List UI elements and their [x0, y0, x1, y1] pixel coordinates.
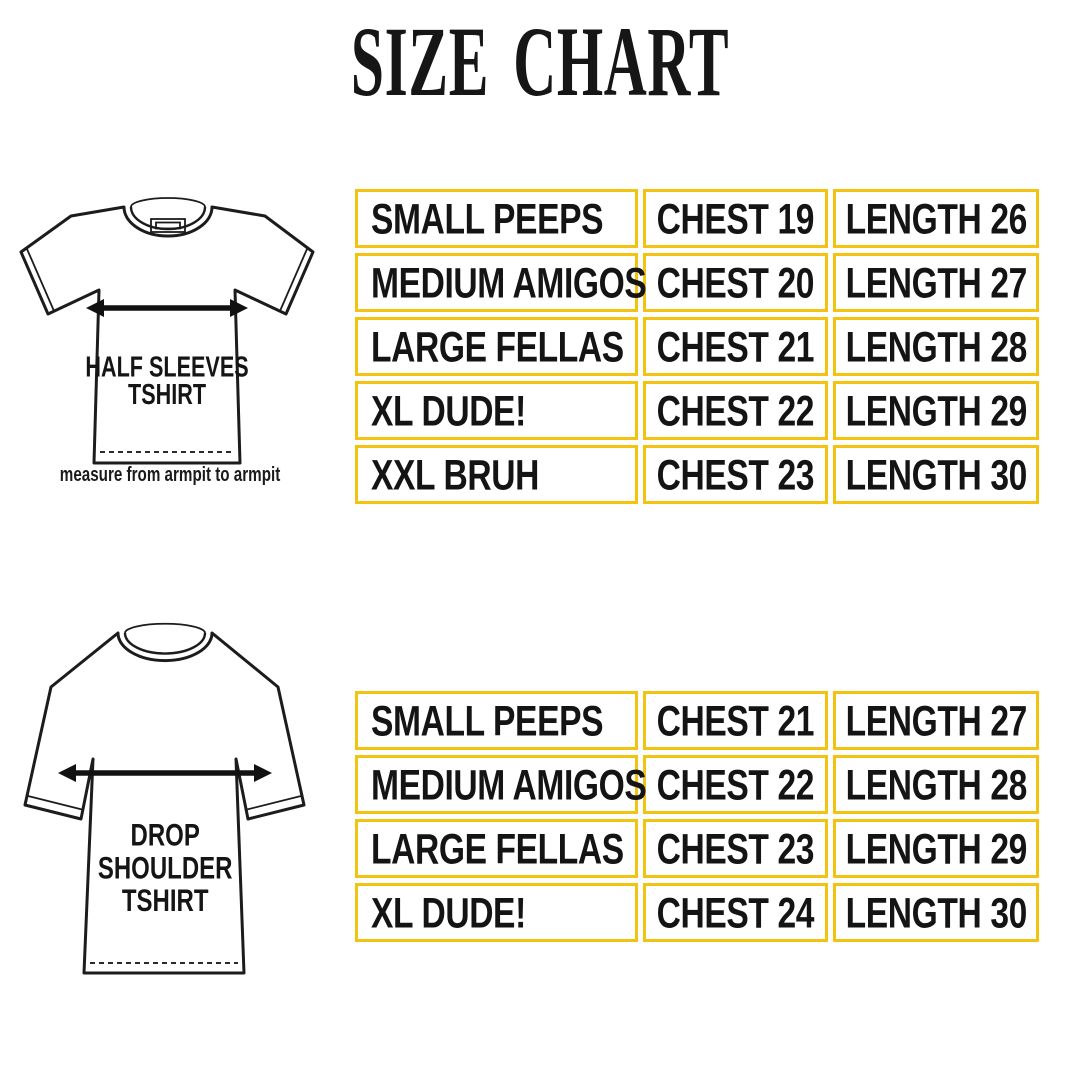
- size-cell: MEDIUM AMIGOS: [371, 760, 647, 808]
- size-cell: XL DUDE!: [371, 386, 526, 434]
- drop-shoulder-shirt-label: DROP SHOULDER TSHIRT: [97, 817, 233, 919]
- table-row: MEDIUM AMIGOS CHEST 20 LENGTH 27: [355, 253, 1039, 312]
- page-title: SIZE CHART: [350, 5, 730, 118]
- tshirt-body-outline: [19, 205, 315, 465]
- chest-cell: CHEST 24: [657, 888, 815, 936]
- size-cell: LARGE FELLAS: [371, 824, 624, 872]
- table-row: LARGE FELLAS CHEST 23 LENGTH 29: [355, 819, 1039, 878]
- tshirt-body-outline: [23, 631, 306, 975]
- size-cell: XL DUDE!: [371, 888, 526, 936]
- table-row: MEDIUM AMIGOS CHEST 22 LENGTH 28: [355, 755, 1039, 814]
- left-cuff-rib-line: [26, 248, 55, 312]
- left-cuff-rib-line: [27, 795, 85, 811]
- length-cell: LENGTH 27: [845, 696, 1028, 744]
- table-row: XL DUDE! CHEST 24 LENGTH 30: [355, 883, 1039, 942]
- collar-back-line: [124, 622, 206, 634]
- chest-cell: CHEST 23: [657, 824, 815, 872]
- collar-back-line: [130, 197, 206, 208]
- length-cell: LENGTH 26: [845, 194, 1028, 242]
- collar-inner-line: [123, 632, 207, 655]
- chest-measure-arrow-icon: [86, 299, 248, 317]
- table-row: SMALL PEEPS CHEST 21 LENGTH 27: [355, 691, 1039, 750]
- table-row: XXL BRUH CHEST 23 LENGTH 30: [355, 445, 1039, 504]
- length-cell: LENGTH 30: [845, 450, 1028, 498]
- chest-cell: CHEST 23: [657, 450, 815, 498]
- table-row: XL DUDE! CHEST 22 LENGTH 29: [355, 381, 1039, 440]
- chest-measure-arrow-icon: [58, 764, 272, 782]
- length-cell: LENGTH 28: [845, 322, 1028, 370]
- size-cell: SMALL PEEPS: [371, 194, 604, 242]
- neck-label-tag-inner: [155, 221, 181, 230]
- right-cuff-rib-line: [244, 795, 302, 811]
- table-row: SMALL PEEPS CHEST 19 LENGTH 26: [355, 189, 1039, 248]
- measure-caption: measure from armpit to armpit: [59, 464, 281, 486]
- drop-shoulder-size-table: SMALL PEEPS CHEST 21 LENGTH 27 MEDIUM AM…: [350, 686, 1044, 947]
- table-row: LARGE FELLAS CHEST 21 LENGTH 28: [355, 317, 1039, 376]
- drop-shoulder-tshirt-illustration: [23, 622, 306, 975]
- length-cell: LENGTH 30: [845, 888, 1028, 936]
- neck-label-tag: [150, 218, 186, 233]
- size-cell: MEDIUM AMIGOS: [371, 258, 647, 306]
- page-title-wrap: SIZE CHART: [0, 11, 1080, 111]
- length-cell: LENGTH 27: [845, 258, 1028, 306]
- length-cell: LENGTH 29: [845, 386, 1028, 434]
- size-cell: LARGE FELLAS: [371, 322, 624, 370]
- size-cell: XXL BRUH: [371, 450, 539, 498]
- chest-cell: CHEST 21: [657, 696, 815, 744]
- chest-cell: CHEST 21: [657, 322, 815, 370]
- chest-cell: CHEST 22: [657, 760, 815, 808]
- length-cell: LENGTH 28: [845, 760, 1028, 808]
- length-cell: LENGTH 29: [845, 824, 1028, 872]
- collar-inner-line: [129, 206, 207, 231]
- right-cuff-rib-line: [279, 248, 308, 312]
- half-sleeves-tshirt-illustration: [19, 197, 315, 465]
- half-sleeves-size-table: SMALL PEEPS CHEST 19 LENGTH 26 MEDIUM AM…: [350, 184, 1044, 509]
- chest-cell: CHEST 19: [657, 194, 815, 242]
- half-sleeves-shirt-label: HALF SLEEVES TSHIRT: [85, 350, 249, 411]
- chest-cell: CHEST 20: [657, 258, 815, 306]
- chest-cell: CHEST 22: [657, 386, 815, 434]
- size-cell: SMALL PEEPS: [371, 696, 604, 744]
